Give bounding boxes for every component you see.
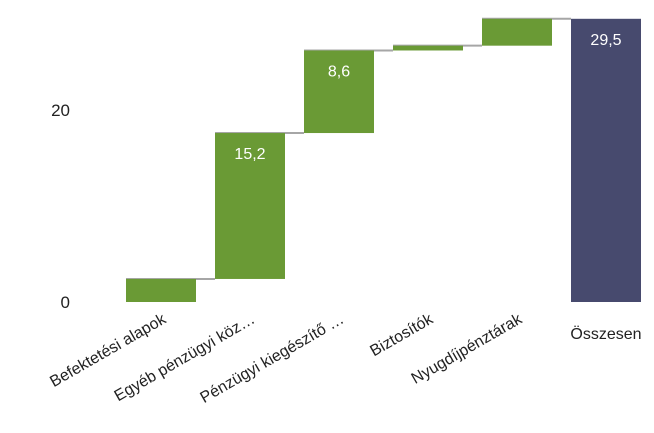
data-labels: 15,2 8,6 29,5 bbox=[234, 32, 621, 163]
data-label: 8,6 bbox=[328, 63, 350, 80]
increase-bar bbox=[126, 278, 196, 302]
bars bbox=[126, 18, 641, 303]
x-tick-label: Összesen bbox=[570, 325, 641, 343]
x-tick-label: Biztosítók bbox=[367, 310, 436, 360]
increase-bar bbox=[304, 50, 374, 134]
data-label: 15,2 bbox=[234, 146, 265, 163]
x-tick-label: Egyéb pénzügyi köz… bbox=[112, 311, 258, 405]
y-axis: 0 20 bbox=[51, 101, 70, 312]
data-label: 29,5 bbox=[590, 32, 621, 49]
y-tick-label: 0 bbox=[61, 293, 70, 312]
total-bar bbox=[571, 18, 641, 303]
y-tick-label: 20 bbox=[51, 101, 70, 120]
x-tick-label: Pénzügyi kiegészítő … bbox=[198, 311, 347, 407]
increase-bar bbox=[393, 45, 463, 51]
increase-bar bbox=[482, 18, 552, 46]
increase-bar bbox=[215, 133, 285, 279]
